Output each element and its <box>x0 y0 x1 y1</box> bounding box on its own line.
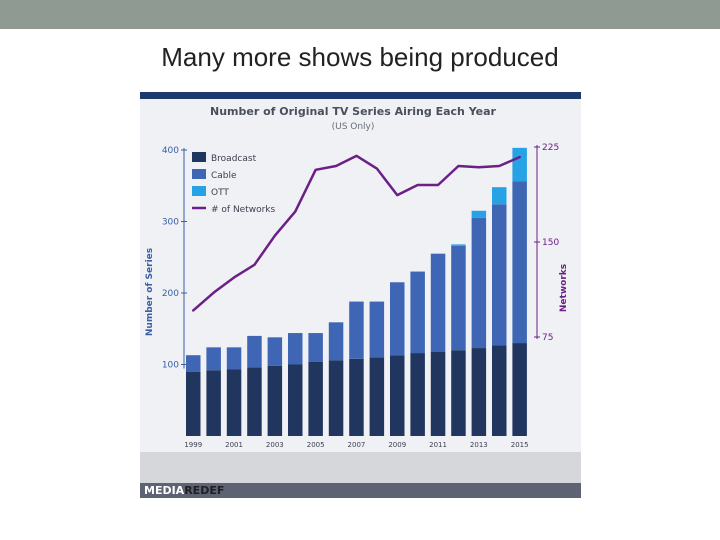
networks-point-2012 <box>457 165 460 167</box>
bar-cable-2011 <box>430 253 446 352</box>
networks-point-2007 <box>355 155 358 157</box>
bar-ott-2012 <box>451 244 466 246</box>
bar-cable-2007 <box>349 301 364 359</box>
bar-cable-2014 <box>492 204 507 346</box>
networks-point-2014 <box>498 165 501 167</box>
bar-broadcast-2004 <box>288 364 303 436</box>
x-tick-label: 2013 <box>470 441 488 449</box>
x-tick-label: 2005 <box>307 441 325 449</box>
legend-swatch-ott <box>192 186 206 196</box>
bar-broadcast-2013 <box>471 348 487 436</box>
bar-broadcast-2010 <box>410 353 425 436</box>
legend-swatch-cable <box>192 169 206 179</box>
bar-ott-2013 <box>471 210 487 218</box>
x-tick-label: 2007 <box>348 441 366 449</box>
networks-point-2013 <box>478 166 480 169</box>
y2-tick-label: 150 <box>542 238 559 248</box>
chart-image: Number of Original TV Series Airing Each… <box>140 92 581 498</box>
bar-broadcast-2009 <box>390 355 405 436</box>
chart-subtitle: (US Only) <box>332 122 375 132</box>
y-tick-label: 100 <box>162 361 179 371</box>
bar-cable-2009 <box>390 282 405 356</box>
y2-tick-label: 75 <box>542 333 553 343</box>
networks-point-2004 <box>294 210 297 213</box>
networks-point-2001 <box>233 276 235 279</box>
x-tick-label: 2015 <box>511 441 529 449</box>
networks-point-2010 <box>416 184 419 186</box>
networks-point-2011 <box>437 184 439 186</box>
brand-part2: REDEF <box>184 484 224 497</box>
x-tick-label: 2009 <box>388 441 406 449</box>
bar-ott-2014 <box>492 187 507 205</box>
x-tick-label: 2011 <box>429 441 447 449</box>
bar-broadcast-2008 <box>369 357 385 436</box>
footer-band <box>140 452 581 483</box>
bar-cable-2001 <box>226 347 242 370</box>
bar-broadcast-2012 <box>451 350 466 436</box>
networks-point-2005 <box>314 169 317 171</box>
y2-tick-label: 225 <box>542 143 559 153</box>
y-axis-label: Number of Series <box>145 248 155 336</box>
chart-svg: Number of Original TV Series Airing Each… <box>140 92 581 498</box>
chart-title: Number of Original TV Series Airing Each… <box>210 105 497 118</box>
bar-broadcast-2007 <box>349 358 364 436</box>
bar-cable-2006 <box>328 322 344 361</box>
bar-broadcast-2006 <box>328 360 344 436</box>
networks-point-2015 <box>518 156 521 158</box>
bar-cable-2004 <box>288 333 303 365</box>
legend-label: OTT <box>211 188 229 198</box>
legend: Broadcast Cable OTT # of Networks <box>192 152 276 215</box>
bar-cable-2012 <box>451 245 466 351</box>
x-tick-label: 2001 <box>225 441 243 449</box>
bar-broadcast-2005 <box>308 361 323 436</box>
y-tick-label: 200 <box>162 289 179 299</box>
networks-point-2006 <box>335 165 337 167</box>
networks-point-1999 <box>192 309 195 312</box>
bar-broadcast-2014 <box>492 345 507 436</box>
y2-axis-label: Networks <box>559 264 569 312</box>
bar-cable-2002 <box>247 335 262 368</box>
networks-point-2002 <box>253 264 256 266</box>
bar-broadcast-1999 <box>186 371 201 436</box>
bar-ott-2015 <box>512 147 527 182</box>
x-tick-label: 2003 <box>266 441 284 449</box>
legend-swatch-broadcast <box>192 152 206 162</box>
bar-broadcast-2001 <box>226 369 242 436</box>
legend-label: Broadcast <box>211 154 257 164</box>
y-tick-label: 400 <box>162 146 179 156</box>
brand-logo: MEDIAREDEF <box>144 484 224 497</box>
legend-label: # of Networks <box>211 205 276 215</box>
bar-cable-2010 <box>410 271 425 354</box>
networks-point-2000 <box>212 291 215 294</box>
chart-top-frame <box>140 92 581 99</box>
networks-point-2003 <box>274 234 276 237</box>
bar-broadcast-2003 <box>267 365 283 436</box>
bar-cable-2013 <box>471 217 487 349</box>
bar-broadcast-2002 <box>247 367 262 436</box>
networks-point-2008 <box>376 167 378 170</box>
bar-broadcast-2015 <box>512 343 527 436</box>
bar-cable-2008 <box>369 301 385 358</box>
bar-cable-1999 <box>186 355 201 372</box>
bar-cable-2005 <box>308 333 323 362</box>
networks-point-2009 <box>396 194 399 196</box>
x-tick-label: 1999 <box>184 441 202 449</box>
bar-broadcast-2011 <box>430 351 446 436</box>
brand-part1: MEDIA <box>144 484 185 497</box>
slide-top-bar <box>0 0 720 29</box>
bar-cable-2003 <box>267 337 283 366</box>
footer-bar <box>140 483 581 498</box>
bar-cable-2015 <box>512 181 527 344</box>
bar-cable-2000 <box>206 347 221 371</box>
y-tick-label: 300 <box>162 218 179 228</box>
legend-label: Cable <box>211 171 237 181</box>
slide-title: Many more shows being produced <box>161 42 559 72</box>
bar-broadcast-2000 <box>206 370 221 436</box>
